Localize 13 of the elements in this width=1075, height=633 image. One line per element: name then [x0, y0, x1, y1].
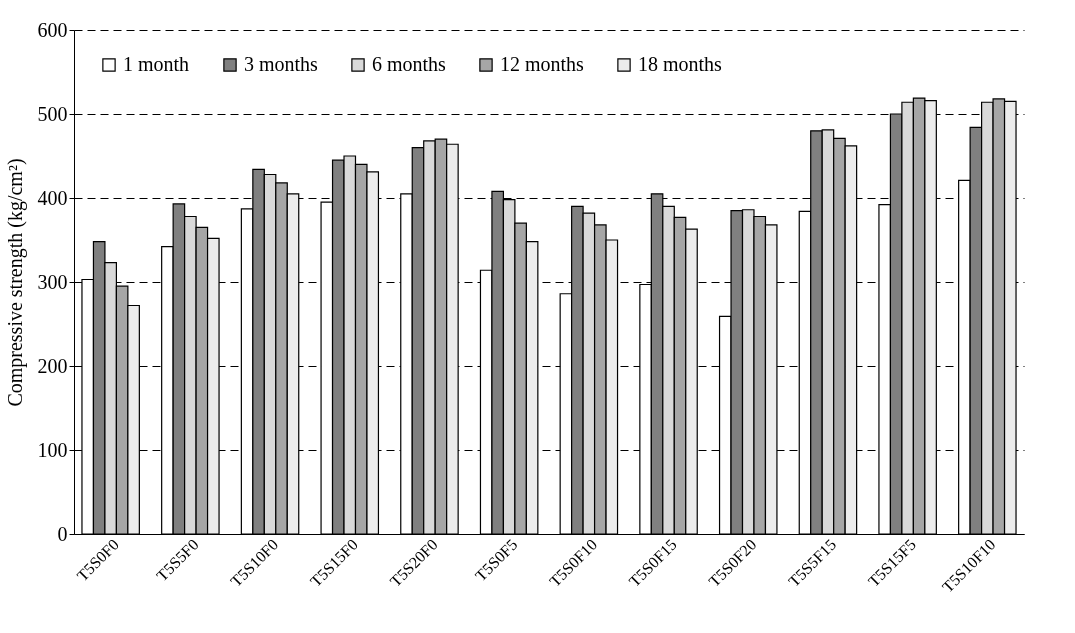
legend-label: 18 months — [638, 53, 723, 75]
y-tick-label: 100 — [37, 438, 68, 461]
legend-label: 6 months — [372, 53, 447, 75]
legend-label: 12 months — [500, 53, 585, 75]
y-tick-label: 0 — [57, 522, 68, 545]
y-tick-label: 300 — [37, 270, 68, 293]
y-tick-label: 600 — [37, 18, 68, 41]
y-axis-title: Compressive strength (kg/cm²) — [3, 158, 27, 407]
y-tick-label: 500 — [37, 102, 68, 125]
legend-label: 1 month — [123, 53, 190, 75]
y-tick-label: 400 — [37, 186, 68, 209]
y-tick-label: 200 — [37, 354, 68, 377]
legend-label: 3 months — [244, 53, 319, 75]
